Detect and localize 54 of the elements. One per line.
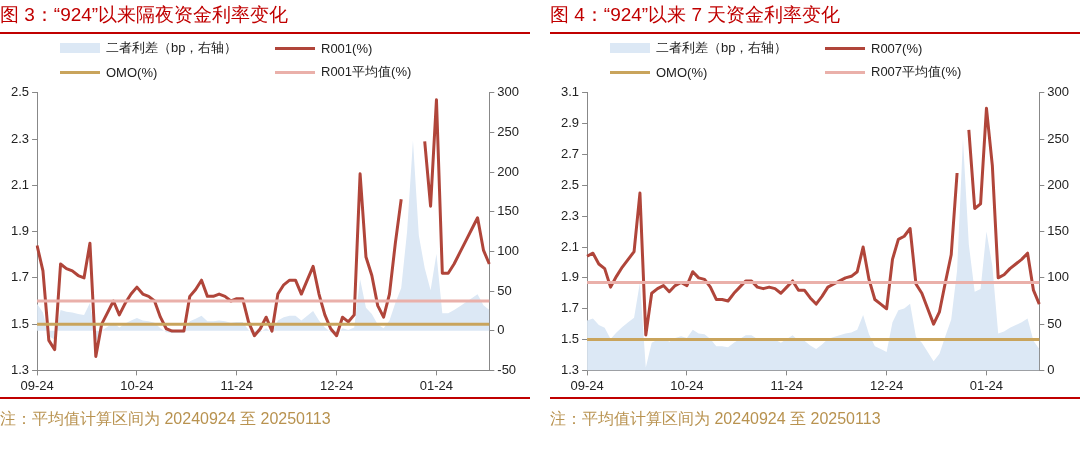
y-tick-label: 2.9 — [560, 115, 580, 131]
legend-label: R007(%) — [871, 40, 923, 56]
legend-label: R007平均值(%) — [871, 63, 962, 81]
y-tick-label: 3.1 — [560, 84, 580, 100]
y-tick-label: 1.7 — [10, 269, 30, 285]
legend-label: 二者利差（bp，右轴） — [106, 39, 238, 57]
y-tick-label: 2.7 — [560, 146, 580, 162]
y-tick-label: 1.3 — [10, 361, 30, 377]
y2-tick-label: 50 — [1047, 315, 1062, 331]
y2-tick-label: 150 — [1047, 223, 1070, 239]
x-tick-label: 01-24 — [969, 377, 1004, 393]
y-tick-label: 1.5 — [10, 315, 30, 331]
y2-tick-label: 0 — [497, 322, 505, 338]
y-tick-label: 2.1 — [10, 176, 30, 192]
y2-tick-label: 100 — [497, 243, 520, 259]
text: 注：平均值计算区间为 20240924 至 20250113 — [0, 409, 332, 429]
x-tick-label: 01-24 — [419, 377, 454, 393]
chart-title: 图 3：“924”以来隔夜资金利率变化 — [0, 3, 290, 27]
legend-label: OMO(%) — [656, 64, 708, 80]
y2-tick-label: 150 — [497, 203, 520, 219]
y2-tick-label: 250 — [1047, 130, 1070, 146]
y-tick-label: 2.3 — [10, 130, 30, 146]
legend-label: R001(%) — [321, 40, 373, 56]
y-tick-label: 1.7 — [560, 300, 580, 316]
y2-tick-label: 300 — [497, 84, 520, 100]
y-tick-label: 1.9 — [560, 269, 580, 285]
legend-label: OMO(%) — [106, 64, 158, 80]
x-tick-label: 10-24 — [120, 377, 154, 393]
x-tick-label: 11-24 — [770, 377, 803, 393]
y-tick-label: 2.5 — [560, 176, 580, 192]
y-tick-label: 1.3 — [560, 361, 580, 377]
y2-tick-label: -50 — [497, 361, 517, 377]
y-tick-label: 2.1 — [560, 238, 580, 254]
y-tick-label: 2.5 — [10, 84, 30, 100]
x-tick-label: 12-24 — [869, 377, 904, 393]
text: 注：平均值计算区间为 20240924 至 20250113 — [550, 409, 882, 429]
y-tick-label: 1.9 — [10, 223, 30, 239]
y-tick-label: 1.5 — [560, 331, 580, 347]
y2-tick-label: 0 — [1047, 361, 1055, 377]
x-tick-label: 09-24 — [570, 377, 604, 393]
y2-tick-label: 50 — [497, 282, 512, 298]
y2-tick-label: 250 — [497, 124, 520, 140]
y-tick-label: 2.3 — [560, 207, 580, 223]
chart-title: 图 4：“924”以来 7 天资金利率变化 — [550, 3, 842, 27]
y2-tick-label: 200 — [497, 163, 520, 179]
x-tick-label: 10-24 — [670, 377, 704, 393]
x-tick-label: 09-24 — [20, 377, 54, 393]
legend-label: R001平均值(%) — [321, 63, 412, 81]
legend-label: 二者利差（bp，右轴） — [656, 39, 788, 57]
x-tick-label: 11-24 — [220, 377, 253, 393]
y2-tick-label: 300 — [1047, 84, 1070, 100]
y2-tick-label: 100 — [1047, 269, 1070, 285]
x-tick-label: 12-24 — [319, 377, 354, 393]
y2-tick-label: 200 — [1047, 176, 1070, 192]
